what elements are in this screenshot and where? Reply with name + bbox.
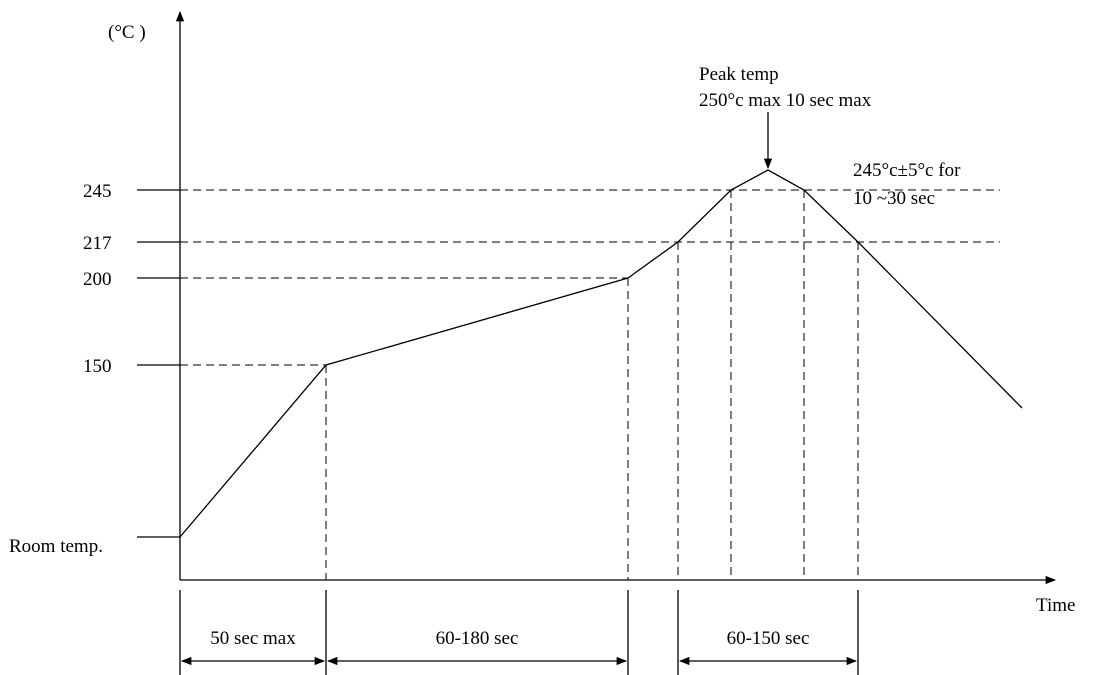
y-axis-unit-label: (°C ) [108,22,146,43]
y-tick-label: 245 [83,181,112,202]
peak-temp-label: Peak temp [699,64,779,85]
y-tick-label: 150 [83,356,112,377]
peak-temp-detail: 250°c max 10 sec max [699,90,872,111]
y-tick-label: 217 [83,233,112,254]
temperature-profile-line [179,169,1023,538]
hold-temp-label: 245°c±5°c for [853,160,961,181]
duration-label: 60-150 sec [727,628,810,649]
hold-time-label: 10 ~30 sec [853,188,935,209]
y-tick-label: 200 [83,269,112,290]
duration-label: 60-180 sec [436,628,519,649]
duration-label: 50 sec max [210,628,296,649]
room-temp-label: Room temp. [9,536,103,557]
x-axis-label: Time [1036,595,1075,616]
